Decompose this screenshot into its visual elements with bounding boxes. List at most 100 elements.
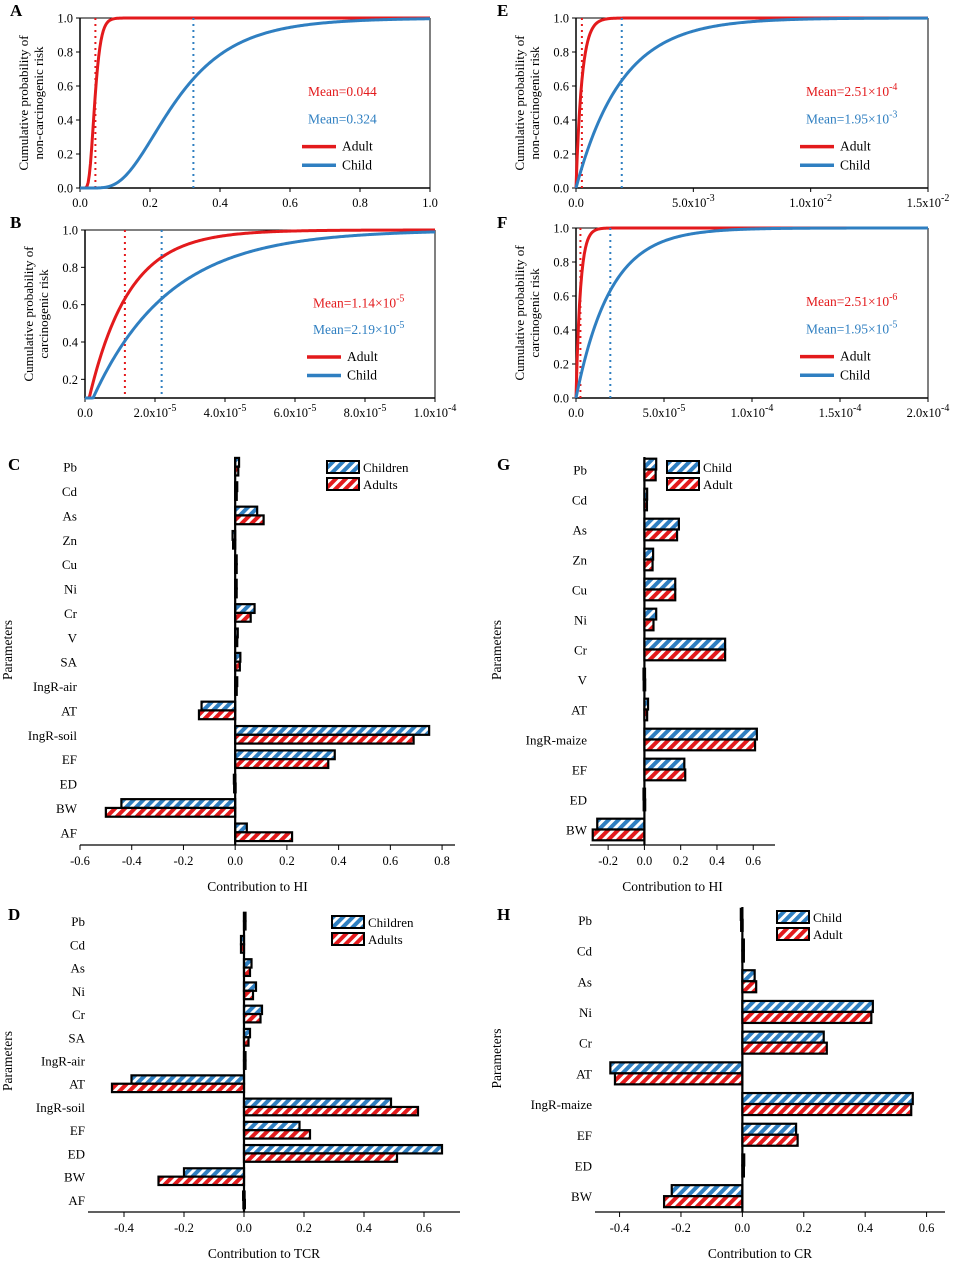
bar-children-ingr-soil — [242, 1097, 393, 1109]
series-line-adult — [574, 16, 928, 189]
y-tick-label: 1.0 — [553, 222, 569, 236]
legend-label: Child — [342, 157, 372, 172]
y-tick-label: 0.4 — [553, 324, 569, 338]
series-line-adult — [574, 226, 928, 399]
x-tick-label: 0.0 — [568, 406, 584, 420]
bar-children-bw — [120, 798, 237, 810]
legend-label: Adult — [342, 139, 373, 154]
panel-G: G -0.2 0.0 0.2 0.4 0.6 Contribution to HI Param… — [489, 455, 775, 894]
legend-label: Adults — [363, 477, 398, 492]
x-tick-label: 0.2 — [142, 196, 158, 210]
x-tick-label: 8.0x10-5 — [344, 403, 387, 420]
panel-label: A — [10, 1, 23, 20]
panel-label: C — [8, 455, 20, 474]
x-axis-label: Contribution to CR — [708, 1246, 812, 1261]
series-line-child — [85, 230, 436, 400]
category-label: AT — [61, 703, 77, 718]
x-tick-label: -0.6 — [70, 854, 90, 868]
x-tick-label: 0.0 — [735, 1221, 751, 1235]
bar-children-cr — [234, 603, 256, 615]
category-label: AF — [68, 1193, 85, 1208]
x-tick-label: -0.4 — [610, 1221, 631, 1235]
x-tick-label: 0.2 — [673, 854, 689, 868]
category-label: ED — [575, 1158, 592, 1173]
bar-adults-ni — [242, 989, 255, 1001]
bar-adults-af — [234, 831, 294, 843]
x-tick-label: 1.0x10-2 — [789, 193, 832, 210]
bar-child-ef — [643, 757, 686, 771]
category-label: Zn — [63, 533, 78, 548]
category-label: ED — [60, 777, 77, 792]
category-label: Cr — [64, 606, 78, 621]
bar-adult-bw — [591, 828, 646, 842]
bar-adults-bw — [157, 1175, 246, 1187]
category-label: Cd — [572, 493, 588, 508]
legend-swatch — [776, 910, 810, 924]
series-line-adult — [80, 16, 430, 190]
x-tick-label: 0.6 — [416, 1221, 432, 1235]
category-label: AT — [571, 703, 587, 718]
category-label: AF — [60, 825, 77, 840]
category-label: Ni — [72, 984, 85, 999]
x-tick-label: 1.5x10-4 — [819, 403, 862, 420]
bar-children-af — [234, 822, 248, 834]
x-axis-label: Contribution to HI — [207, 879, 308, 894]
bar-adult-ef — [643, 768, 687, 782]
x-tick-label: 0.2 — [279, 854, 295, 868]
panel-label: E — [497, 1, 508, 20]
legend-swatch — [666, 460, 700, 474]
category-label: Cu — [62, 557, 78, 572]
y-tick-label: 0.2 — [62, 373, 78, 387]
category-label: SA — [60, 655, 77, 670]
category-label: As — [63, 508, 77, 523]
category-label: Cu — [572, 583, 588, 598]
mean-label: Mean=2.19×10-5 — [313, 320, 404, 337]
x-tick-label: 4.0x10-5 — [204, 403, 247, 420]
y-axis-label: non-carcinogenic risk — [31, 46, 46, 159]
y-axis-label: Cumulative probability of — [512, 35, 527, 171]
bar-child-cr — [643, 637, 727, 651]
y-axis-label: carcinogenic risk — [36, 269, 51, 359]
category-label: As — [71, 961, 85, 976]
x-tick-label: 1.0x10-4 — [414, 403, 457, 420]
category-label: V — [578, 673, 588, 688]
mean-label: Mean=2.51×10-6 — [806, 292, 897, 309]
x-tick-label: 0.6 — [919, 1221, 935, 1235]
bar-children-at — [130, 1074, 246, 1085]
category-label: V — [68, 630, 78, 645]
y-tick-label: 0.8 — [553, 46, 569, 60]
x-tick-label: 0.8 — [352, 196, 368, 210]
x-tick-label: 6.0x10-5 — [274, 403, 317, 420]
bar-adults-at — [110, 1082, 246, 1094]
x-tick-label: 0.4 — [709, 854, 725, 868]
series-line-child — [80, 17, 431, 190]
category-label: Cr — [579, 1036, 593, 1051]
bar-child-cu — [643, 577, 677, 591]
bar-children-ef — [242, 1120, 301, 1132]
x-tick-label: -0.2 — [174, 1221, 194, 1235]
legend-label: Child — [840, 157, 870, 172]
category-label: SA — [68, 1030, 85, 1045]
bar-child-bw — [670, 1184, 744, 1198]
mean-label: Mean=1.95×10-3 — [806, 109, 897, 126]
y-axis-label: Parameters — [0, 1031, 15, 1091]
y-axis-label: Parameters — [0, 620, 15, 680]
x-tick-label: 0.4 — [857, 1221, 873, 1235]
x-tick-label: 0.2 — [796, 1221, 812, 1235]
bar-children-at — [200, 700, 237, 712]
legend-swatch — [326, 460, 360, 474]
x-tick-label: 0.0 — [72, 196, 88, 210]
x-tick-label: 0.0 — [77, 406, 93, 420]
y-axis-label: Cumulative probability of — [16, 35, 31, 171]
y-axis-label: carcinogenic risk — [527, 268, 542, 358]
bar-children-cr — [242, 1004, 264, 1016]
bar-child-pb — [643, 457, 658, 471]
legend-swatch — [331, 915, 365, 929]
bar-adult-ni — [643, 618, 655, 632]
category-label: Ni — [64, 582, 77, 597]
legend-label: Children — [363, 460, 409, 475]
y-tick-label: 0.8 — [553, 256, 569, 270]
y-axis-label: Cumulative probability of — [21, 246, 36, 382]
legend-label: Child — [840, 367, 870, 382]
series-line-child — [574, 16, 928, 189]
